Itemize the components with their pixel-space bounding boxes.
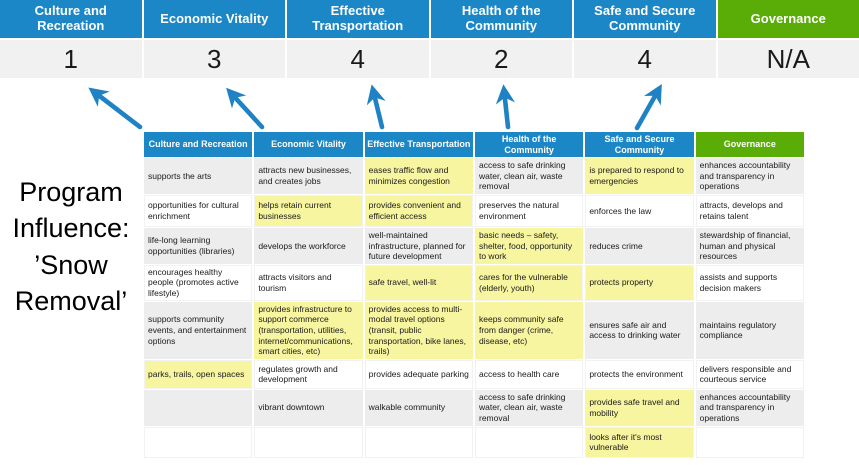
matrix-cell: develops the workforce bbox=[254, 227, 363, 264]
matrix-cell-empty bbox=[144, 426, 253, 458]
matrix-cell-highlighted: parks, trails, open spaces bbox=[144, 359, 253, 389]
matrix-cell-highlighted: keeps community safe from danger (crime,… bbox=[474, 301, 584, 359]
matrix-header-row: Culture and Recreation Economic Vitality… bbox=[144, 132, 804, 157]
score-effective-transportation: 4 bbox=[287, 40, 429, 78]
score-health-community: 2 bbox=[430, 40, 572, 78]
matrix-cell-highlighted: helps retain current businesses bbox=[254, 194, 363, 227]
matrix-cell: walkable community bbox=[364, 389, 473, 426]
matrix-cell: supports community events, and entertain… bbox=[144, 301, 253, 359]
matrix-cell: access to health care bbox=[474, 359, 584, 389]
matrix-header-safe-secure: Safe and Secure Community bbox=[585, 132, 694, 157]
matrix-header-economic-vitality: Economic Vitality bbox=[254, 132, 363, 157]
matrix-cell-highlighted: eases traffic flow and minimizes congest… bbox=[364, 158, 473, 194]
matrix-cell: access to safe drinking water, clean air… bbox=[474, 158, 584, 194]
mapping-arrows bbox=[88, 83, 662, 131]
matrix-cell: reduces crime bbox=[585, 227, 694, 264]
matrix-cell-highlighted: cares for the vulnerable (elderly, youth… bbox=[474, 264, 584, 301]
matrix-cell-highlighted: provides convenient and efficient access bbox=[364, 194, 473, 227]
matrix-header-effective-transportation: Effective Transportation bbox=[364, 132, 473, 157]
up-right-arrow-icon bbox=[634, 83, 662, 131]
matrix-cell: provides adequate parking bbox=[364, 359, 473, 389]
matrix-cell-empty bbox=[144, 389, 253, 426]
up-arrow-icon bbox=[495, 84, 516, 130]
up-arrow-icon bbox=[366, 84, 386, 130]
matrix-cell: life-long learning opportunities (librar… bbox=[144, 227, 253, 264]
matrix-cell-empty bbox=[364, 426, 473, 458]
score-row: 1 3 4 2 4 N/A bbox=[0, 40, 859, 78]
matrix-cell-empty bbox=[474, 426, 584, 458]
category-header-economic-vitality: Economic Vitality bbox=[143, 0, 285, 38]
category-header-effective-transportation: Effective Transportation bbox=[287, 0, 429, 38]
matrix-cell: enhances accountability and transparency… bbox=[695, 158, 804, 194]
matrix-header-governance: Governance bbox=[695, 132, 804, 157]
category-header-culture-recreation: Culture and Recreation bbox=[0, 0, 142, 38]
matrix-row: supports the arts attracts new businesse… bbox=[144, 158, 804, 194]
matrix-cell: encourages healthy people (promotes acti… bbox=[144, 264, 253, 301]
matrix-cell-empty bbox=[254, 426, 363, 458]
matrix-cell: preserves the natural environment bbox=[474, 194, 584, 227]
category-header-governance: Governance bbox=[717, 0, 859, 38]
matrix-cell: ensures safe air and access to drinking … bbox=[585, 301, 694, 359]
matrix-cell-highlighted: safe travel, well-lit bbox=[364, 264, 473, 301]
matrix-row: looks after it's most vulnerable bbox=[144, 426, 804, 458]
matrix-row: opportunities for cultural enrichment he… bbox=[144, 194, 804, 227]
matrix-cell: delivers responsible and courteous servi… bbox=[695, 359, 804, 389]
matrix-cell: enhances accountability and transparency… bbox=[695, 389, 804, 426]
matrix-cell: attracts, develops and retains talent bbox=[695, 194, 804, 227]
matrix-cell-highlighted: provides infrastructure to support comme… bbox=[254, 301, 363, 359]
matrix-row: parks, trails, open spaces regulates gro… bbox=[144, 359, 804, 389]
matrix-cell: maintains regulatory compliance bbox=[695, 301, 804, 359]
score-governance: N/A bbox=[717, 40, 859, 78]
score-economic-vitality: 3 bbox=[143, 40, 285, 78]
matrix-row: life-long learning opportunities (librar… bbox=[144, 227, 804, 264]
matrix-cell: vibrant downtown bbox=[254, 389, 363, 426]
matrix-cell: regulates growth and development bbox=[254, 359, 363, 389]
matrix-cell-highlighted: provides access to multi-modal travel op… bbox=[364, 301, 473, 359]
up-left-arrow-icon bbox=[88, 87, 143, 130]
score-culture-recreation: 1 bbox=[0, 40, 142, 78]
matrix-cell-highlighted: basic needs – safety, shelter, food, opp… bbox=[474, 227, 584, 264]
up-left-arrow-icon bbox=[226, 87, 265, 130]
influence-matrix-table: Culture and Recreation Economic Vitality… bbox=[142, 131, 806, 459]
matrix-row: vibrant downtown walkable community acce… bbox=[144, 389, 804, 426]
matrix-cell: attracts new businesses, and creates job… bbox=[254, 158, 363, 194]
matrix-cell: access to safe drinking water, clean air… bbox=[474, 389, 584, 426]
matrix-header-culture-recreation: Culture and Recreation bbox=[144, 132, 253, 157]
matrix-header-health-community: Health of the Community bbox=[474, 132, 584, 157]
category-header-row: Culture and Recreation Economic Vitality… bbox=[0, 0, 859, 38]
matrix-row: supports community events, and entertain… bbox=[144, 301, 804, 359]
score-safe-secure: 4 bbox=[574, 40, 716, 78]
category-header-health-community: Health of the Community bbox=[430, 0, 572, 38]
matrix-cell: attracts visitors and tourism bbox=[254, 264, 363, 301]
program-influence-title: Program Influence: ’Snow Removal’ bbox=[12, 177, 130, 317]
matrix-cell: assists and supports decision makers bbox=[695, 264, 804, 301]
matrix-cell: protects the environment bbox=[585, 359, 694, 389]
matrix-row: encourages healthy people (promotes acti… bbox=[144, 264, 804, 301]
matrix-cell: supports the arts bbox=[144, 158, 253, 194]
matrix-cell-highlighted: is prepared to respond to emergencies bbox=[585, 158, 694, 194]
matrix-cell: stewardship of financial, human and phys… bbox=[695, 227, 804, 264]
matrix-cell: opportunities for cultural enrichment bbox=[144, 194, 253, 227]
matrix-cell-highlighted: looks after it's most vulnerable bbox=[585, 426, 694, 458]
matrix-cell: enforces the law bbox=[585, 194, 694, 227]
matrix-cell-highlighted: provides safe travel and mobility bbox=[585, 389, 694, 426]
matrix-cell-empty bbox=[695, 426, 804, 458]
matrix-cell: well-maintained infrastructure, planned … bbox=[364, 227, 473, 264]
category-header-safe-secure: Safe and Secure Community bbox=[574, 0, 716, 38]
matrix-cell-highlighted: protects property bbox=[585, 264, 694, 301]
